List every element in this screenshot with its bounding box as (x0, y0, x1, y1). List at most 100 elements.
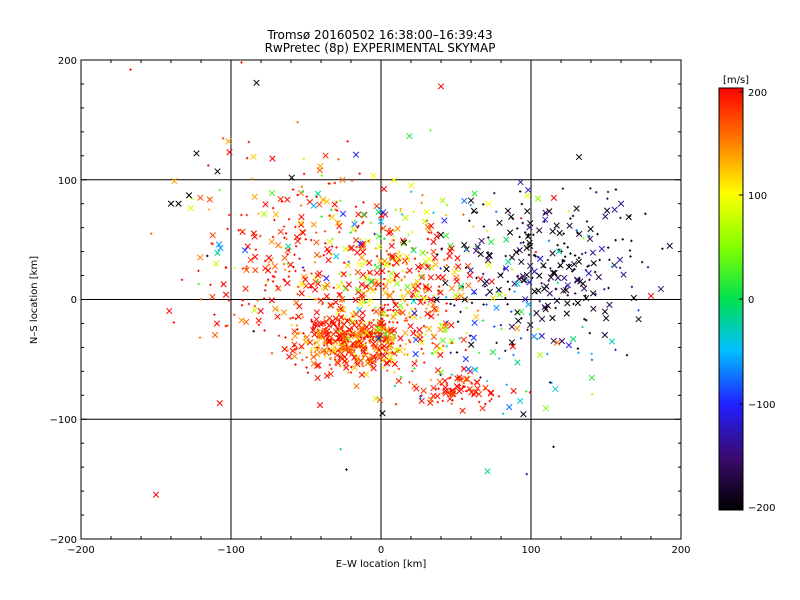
data-point (338, 350, 345, 357)
data-point (439, 373, 442, 377)
data-point (291, 188, 295, 191)
data-point (394, 225, 401, 232)
data-point (501, 412, 505, 416)
data-point (417, 270, 420, 273)
data-point (497, 395, 501, 398)
data-point (379, 410, 386, 417)
data-point (325, 256, 332, 264)
data-point (555, 248, 563, 255)
data-point (359, 248, 367, 256)
data-point (286, 262, 290, 265)
data-point (506, 280, 510, 283)
data-point (436, 401, 439, 404)
data-point (520, 411, 527, 418)
data-point (450, 389, 453, 393)
data-point (581, 325, 584, 329)
data-point (266, 280, 269, 283)
data-point (287, 261, 294, 268)
data-point (240, 213, 243, 217)
data-point (525, 472, 528, 476)
data-point (430, 238, 437, 246)
data-point (341, 334, 345, 338)
data-point (423, 208, 430, 216)
data-point (462, 355, 469, 363)
data-point (338, 319, 341, 323)
data-point (474, 243, 481, 250)
data-point (347, 260, 350, 264)
data-point (244, 243, 251, 250)
data-point (286, 253, 289, 256)
data-point (356, 226, 359, 229)
data-point (519, 217, 523, 220)
data-point (560, 250, 563, 253)
data-point (456, 376, 464, 383)
data-point (598, 258, 601, 262)
data-point (305, 356, 308, 359)
data-point (528, 391, 532, 394)
data-point (549, 267, 552, 270)
data-point (364, 301, 367, 304)
data-point (400, 295, 407, 302)
data-point (362, 220, 365, 224)
data-point (214, 249, 221, 256)
data-point (582, 236, 585, 240)
data-point (313, 298, 317, 301)
data-point (518, 258, 525, 266)
data-point (286, 353, 293, 360)
data-point (557, 262, 564, 269)
data-point (466, 272, 473, 279)
data-point (327, 182, 330, 185)
data-point (430, 301, 437, 309)
data-point (348, 244, 355, 251)
data-point (355, 246, 358, 249)
data-point (504, 254, 507, 258)
data-point (404, 283, 411, 291)
data-point (522, 241, 525, 244)
data-point (325, 248, 332, 255)
data-point (496, 291, 503, 298)
data-point (608, 338, 616, 345)
x-tick-label: 100 (521, 545, 540, 556)
data-point (374, 360, 377, 364)
data-point (528, 313, 532, 316)
data-point (190, 197, 194, 201)
data-point (380, 346, 383, 349)
data-point (352, 237, 360, 244)
data-point (542, 265, 546, 268)
data-point (516, 274, 520, 278)
data-point (330, 367, 333, 371)
data-point (367, 271, 371, 275)
data-point (386, 292, 394, 300)
data-point (315, 346, 319, 349)
data-point (382, 227, 386, 231)
data-point (376, 278, 379, 281)
data-point (524, 390, 528, 393)
data-point (294, 269, 297, 273)
data-point (313, 339, 320, 346)
data-point (303, 334, 311, 341)
data-point (554, 274, 562, 281)
data-point (418, 339, 425, 346)
data-point (396, 321, 399, 324)
data-point (437, 231, 445, 238)
data-point (462, 213, 465, 216)
data-point (373, 263, 377, 266)
data-point (477, 250, 484, 258)
data-point (525, 301, 532, 308)
data-point (314, 272, 322, 279)
grid (81, 60, 681, 539)
data-point (297, 285, 300, 289)
data-point (388, 242, 395, 250)
data-point (358, 172, 361, 175)
data-point (367, 304, 371, 307)
data-point (524, 208, 531, 215)
data-point (272, 211, 279, 218)
data-point (596, 232, 599, 236)
data-point (614, 348, 617, 352)
data-point (538, 315, 546, 323)
data-point (368, 321, 371, 325)
data-point (434, 387, 438, 391)
data-point (500, 327, 503, 331)
data-point (464, 348, 467, 352)
data-point (356, 327, 360, 331)
